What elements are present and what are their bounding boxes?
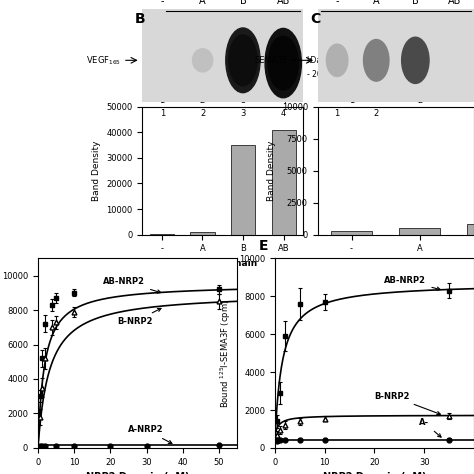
Bar [331,231,372,235]
Text: A: A [200,0,206,6]
Ellipse shape [401,37,429,83]
X-axis label: NRP2 Domain: NRP2 Domain [188,259,257,268]
Text: B-NRP2: B-NRP2 [374,392,440,415]
X-axis label: NRP2 Domain (nM): NRP2 Domain (nM) [323,472,426,474]
Y-axis label: Band Density: Band Density [267,140,276,201]
Ellipse shape [268,36,298,90]
Bar [190,232,215,235]
Text: 4: 4 [281,109,286,118]
Text: AB-NRP2: AB-NRP2 [384,276,440,290]
Text: E: E [258,239,268,254]
Y-axis label: Band Density: Band Density [91,140,100,201]
Text: 2: 2 [200,109,205,118]
Text: A-NRP2: A-NRP2 [128,426,172,444]
Text: 1: 1 [159,96,164,105]
Bar [467,224,474,235]
Text: NRP2 Domain: NRP2 Domain [195,0,270,2]
Text: B-NRP2: B-NRP2 [118,309,161,326]
Text: B: B [412,0,419,6]
Ellipse shape [265,28,301,98]
Text: AB: AB [448,0,461,6]
Text: B: B [239,0,246,6]
Text: AB: AB [276,0,290,6]
Text: 3: 3 [240,96,246,105]
Text: A-: A- [419,418,441,437]
Text: B: B [135,12,146,26]
Bar [231,145,255,235]
Text: -: - [161,0,164,6]
Text: 1: 1 [335,109,340,118]
X-axis label: NRP2 Domain (nM): NRP2 Domain (nM) [86,472,189,474]
Ellipse shape [192,49,213,72]
Text: 4: 4 [281,96,286,105]
Bar [399,228,440,235]
Text: 1: 1 [160,109,165,118]
Ellipse shape [364,39,389,81]
Text: 3: 3 [240,109,246,118]
Bar [149,234,174,235]
X-axis label: NRP2 Dom: NRP2 Dom [369,259,422,268]
Text: SEMA3F: SEMA3F [254,56,288,65]
Bar [272,130,296,235]
Text: kDa: kDa [307,56,322,65]
Text: 2: 2 [417,96,422,105]
Text: A: A [373,0,380,6]
Text: VEGF$_{165}$: VEGF$_{165}$ [86,54,121,66]
Text: 2: 2 [374,109,379,118]
Ellipse shape [229,35,257,86]
Text: 2: 2 [200,96,205,105]
Text: 1: 1 [349,96,354,105]
Text: AB-NRP2: AB-NRP2 [103,277,161,293]
Text: -: - [336,0,339,6]
Y-axis label: Bound $^{125}$I-SEMA3F (cpm): Bound $^{125}$I-SEMA3F (cpm) [219,299,233,408]
Text: C: C [310,12,321,26]
Ellipse shape [226,28,260,93]
Ellipse shape [327,44,348,76]
Text: - 20: - 20 [307,70,321,79]
Text: NRP2 Dom: NRP2 Dom [367,0,425,2]
